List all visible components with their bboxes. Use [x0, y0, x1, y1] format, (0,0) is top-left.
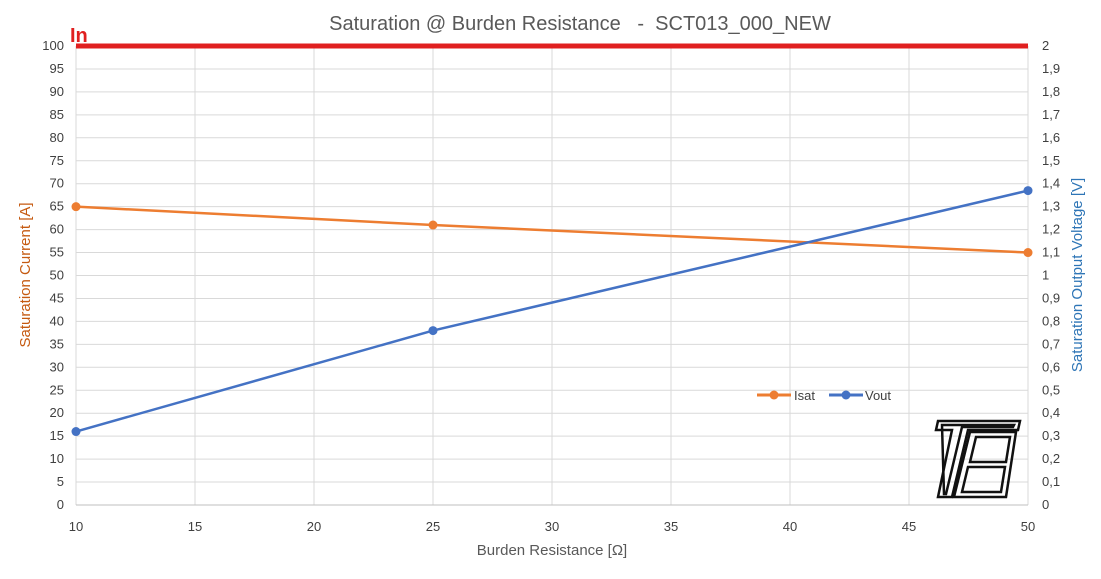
legend: Isat Vout [757, 388, 891, 403]
legend-isat-label: Isat [794, 388, 815, 403]
y-left-tick-label: 25 [50, 382, 64, 397]
series-group [71, 186, 1033, 437]
y-left-tick-label: 55 [50, 245, 64, 260]
y-right-tick-label: 1,8 [1042, 84, 1060, 99]
y-left-tick-label: 85 [50, 107, 64, 122]
y-left-tick-label: 75 [50, 153, 64, 168]
y-right-tick-label: 0,4 [1042, 405, 1060, 420]
y-left-tick-label: 95 [50, 61, 64, 76]
y-right-tick-label: 1,2 [1042, 222, 1060, 237]
series-isat-point [428, 220, 438, 230]
y-right-tick-label: 0 [1042, 497, 1049, 512]
y-right-tick-label: 1,7 [1042, 107, 1060, 122]
series-isat-point [1023, 248, 1033, 258]
x-tick-label: 45 [902, 519, 916, 534]
x-tick-label: 50 [1021, 519, 1035, 534]
series-isat-point [71, 202, 81, 212]
y-axis-left-title: Saturation Current [A] [17, 202, 34, 347]
y-right-tick-label: 0,5 [1042, 382, 1060, 397]
tb-logo-icon [934, 419, 1022, 499]
y-left-tick-label: 80 [50, 130, 64, 145]
y-right-tick-label: 0,1 [1042, 474, 1060, 489]
gridlines [75, 45, 1029, 506]
y-right-tick-label: 1,4 [1042, 176, 1060, 191]
legend-vout-marker [841, 390, 851, 400]
y-right-tick-label: 1,9 [1042, 61, 1060, 76]
legend-isat-marker [769, 390, 779, 400]
legend-vout-label: Vout [865, 388, 891, 403]
x-tick-label: 30 [545, 519, 559, 534]
x-axis-title: Burden Resistance [Ω] [477, 542, 627, 559]
y-left-tick-label: 90 [50, 84, 64, 99]
x-tick-label: 15 [188, 519, 202, 534]
y-right-tick-label: 0,8 [1042, 313, 1060, 328]
y-left-tick-label: 40 [50, 313, 64, 328]
y-right-tick-label: 1,3 [1042, 199, 1060, 214]
y-left-tick-label: 60 [50, 222, 64, 237]
y-right-tick-label: 0,9 [1042, 290, 1060, 305]
y-right-tick-label: 1,1 [1042, 245, 1060, 260]
y-right-tick-label: 0,6 [1042, 359, 1060, 374]
series-vout-point [428, 326, 438, 336]
y-left-tick-label: 70 [50, 176, 64, 191]
y-right-tick-label: 1,5 [1042, 153, 1060, 168]
x-tick-label: 10 [69, 519, 83, 534]
x-tick-label: 35 [664, 519, 678, 534]
y-axis-right-title: Saturation Output Voltage [V] [1069, 178, 1086, 372]
series-vout-point [71, 427, 81, 437]
y-right-tick-label: 0,2 [1042, 451, 1060, 466]
y-left-tick-label: 35 [50, 336, 64, 351]
y-left-tick-label: 50 [50, 268, 64, 283]
y-left-tick-label: 65 [50, 199, 64, 214]
y-left-tick-label: 100 [42, 38, 64, 53]
y-right-tick-label: 2 [1042, 38, 1049, 53]
chart-title: Saturation @ Burden Resistance - SCT013_… [329, 13, 831, 35]
reference-line-label: In [70, 25, 88, 47]
y-left-tick-label: 15 [50, 428, 64, 443]
y-right-tick-label: 0,3 [1042, 428, 1060, 443]
x-tick-label: 20 [307, 519, 321, 534]
y-left-tick-label: 0 [57, 497, 64, 512]
x-tick-label: 25 [426, 519, 440, 534]
y-left-tick-label: 10 [50, 451, 64, 466]
x-tick-label: 40 [783, 519, 797, 534]
y-left-tick-label: 30 [50, 359, 64, 374]
series-vout-point [1023, 186, 1033, 196]
y-left-tick-label: 20 [50, 405, 64, 420]
tick-labels: 0510152025303540455055606570758085909510… [42, 38, 1060, 534]
y-right-tick-label: 1 [1042, 268, 1049, 283]
y-left-tick-label: 5 [57, 474, 64, 489]
y-right-tick-label: 0,7 [1042, 336, 1060, 351]
y-left-tick-label: 45 [50, 290, 64, 305]
y-right-tick-label: 1,6 [1042, 130, 1060, 145]
